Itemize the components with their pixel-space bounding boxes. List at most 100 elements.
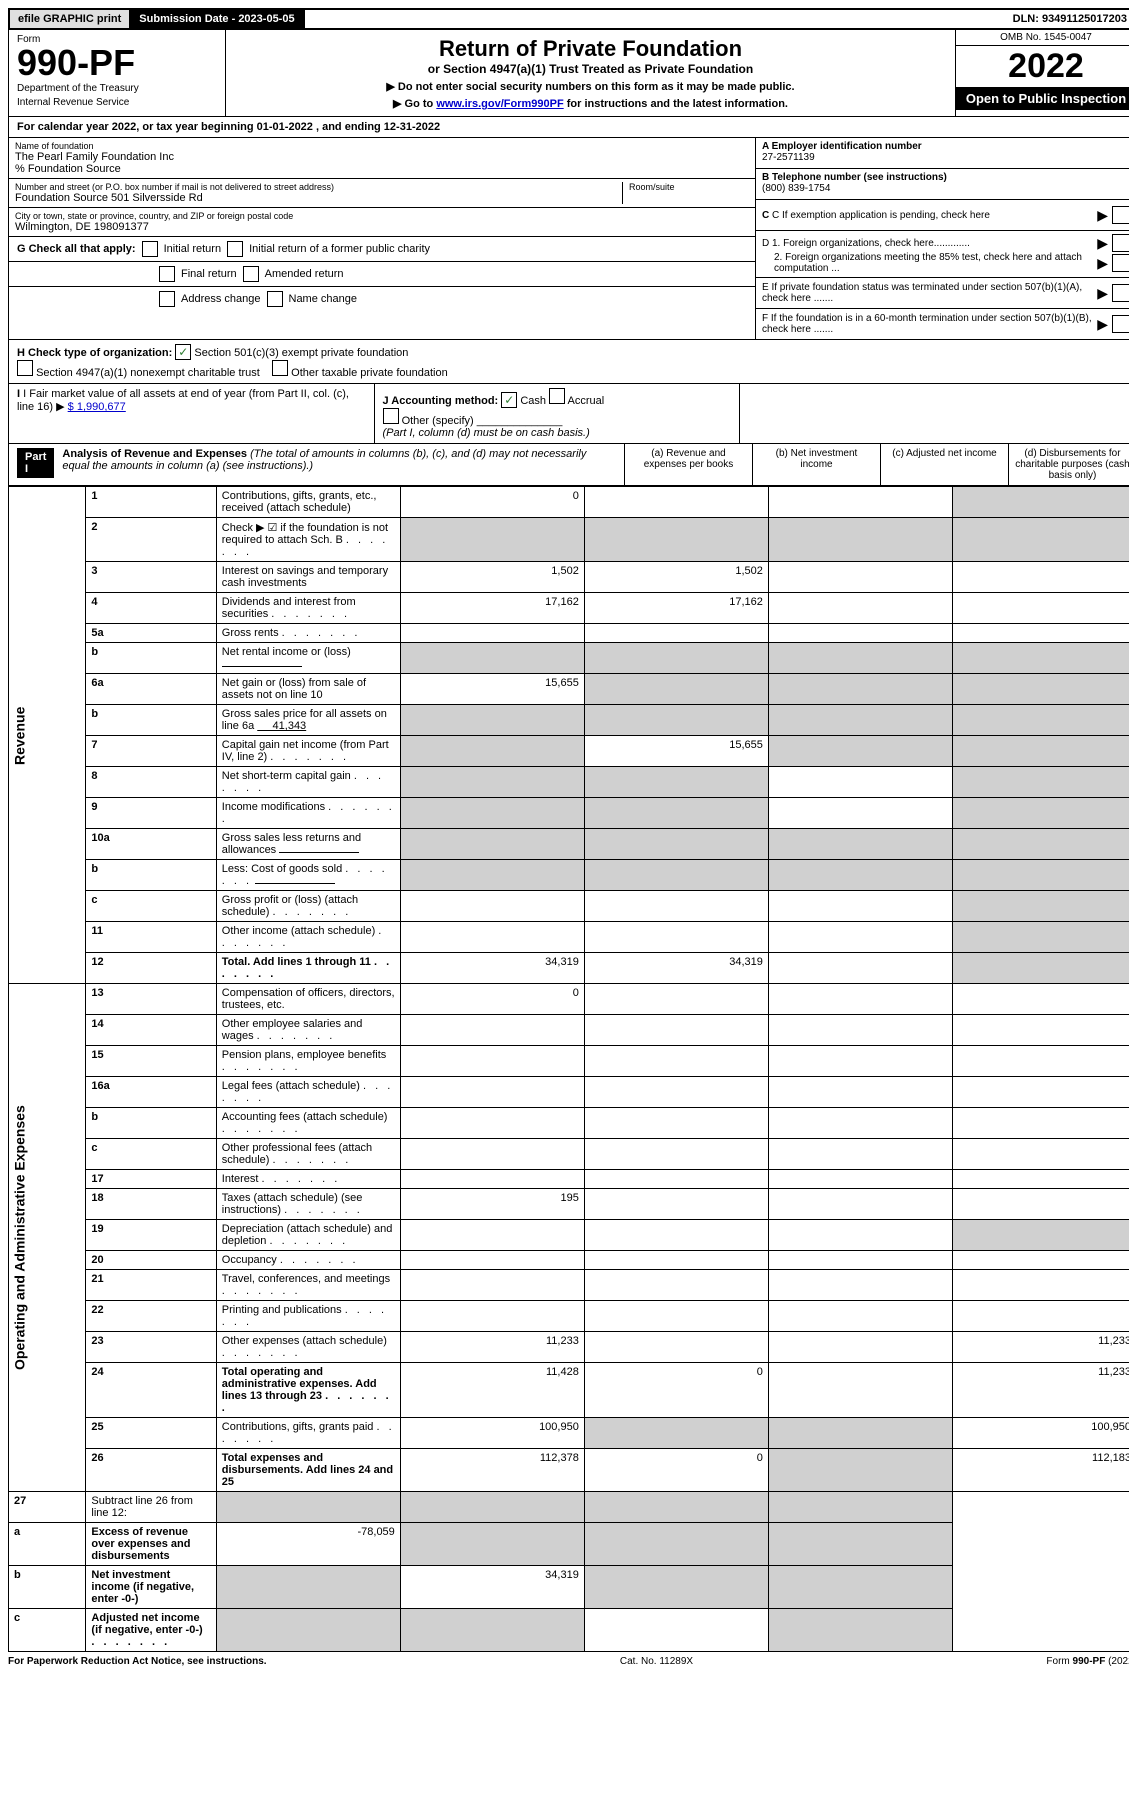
- table-cell: [768, 1015, 952, 1046]
- line-desc: Total. Add lines 1 through 11 . . . . . …: [216, 953, 400, 984]
- part1-header: Part I Analysis of Revenue and Expenses …: [8, 444, 1129, 486]
- table-cell: [584, 1332, 768, 1363]
- analysis-table: Revenue1Contributions, gifts, grants, et…: [8, 486, 1129, 1652]
- line-desc: Net gain or (loss) from sale of assets n…: [216, 674, 400, 705]
- line-desc: Net investment income (if negative, ente…: [86, 1566, 216, 1609]
- table-row: 18Taxes (attach schedule) (see instructi…: [9, 1189, 1129, 1220]
- line-desc: Dividends and interest from securities .…: [216, 593, 400, 624]
- phone-value: (800) 839-1754: [762, 183, 1129, 194]
- table-cell: [400, 922, 584, 953]
- chk-60mo-termination[interactable]: [1112, 315, 1129, 333]
- chk-other-method[interactable]: [383, 408, 399, 424]
- col-b-header: (b) Net investment income: [752, 444, 880, 485]
- chk-status-terminated[interactable]: [1112, 284, 1129, 302]
- table-cell: [768, 767, 952, 798]
- table-cell: [400, 1077, 584, 1108]
- dept-treasury: Department of the Treasury: [17, 83, 217, 95]
- table-row: 20Occupancy . . . . . . .: [9, 1251, 1129, 1270]
- table-cell: [216, 1492, 400, 1523]
- line-number: 19: [86, 1220, 216, 1251]
- ein-value: 27-2571139: [762, 152, 1129, 163]
- line-number: b: [86, 705, 216, 736]
- table-cell: 112,183: [952, 1449, 1129, 1492]
- chk-85pct-test[interactable]: [1112, 254, 1129, 272]
- table-cell: [768, 1363, 952, 1418]
- table-cell: [584, 1139, 768, 1170]
- chk-foreign-org[interactable]: [1112, 234, 1129, 252]
- table-cell: [584, 1566, 768, 1609]
- chk-exemption-pending[interactable]: [1112, 206, 1129, 224]
- table-row: 26Total expenses and disbursements. Add …: [9, 1449, 1129, 1492]
- chk-other-taxable[interactable]: [272, 360, 288, 376]
- table-row: 11Other income (attach schedule) . . . .…: [9, 922, 1129, 953]
- table-cell: [768, 953, 952, 984]
- line-number: 20: [86, 1251, 216, 1270]
- table-row: 19Depreciation (attach schedule) and dep…: [9, 1220, 1129, 1251]
- line-desc: Other professional fees (attach schedule…: [216, 1139, 400, 1170]
- table-cell: 1,502: [400, 562, 584, 593]
- part1-badge: Part I: [17, 448, 54, 478]
- line-desc: Income modifications . . . . . . .: [216, 798, 400, 829]
- line-desc: Adjusted net income (if negative, enter …: [86, 1609, 216, 1652]
- line-desc: Subtract line 26 from line 12:: [86, 1492, 216, 1523]
- line-number: 26: [86, 1449, 216, 1492]
- line-desc: Excess of revenue over expenses and disb…: [86, 1523, 216, 1566]
- table-cell: [400, 1220, 584, 1251]
- line-desc: Check ▶ ☑ if the foundation is not requi…: [216, 518, 400, 562]
- table-cell: [400, 1523, 584, 1566]
- tax-year: 2022: [956, 46, 1129, 87]
- chk-accrual[interactable]: [549, 388, 565, 404]
- chk-amended-return[interactable]: [243, 266, 259, 282]
- cat-no: Cat. No. 11289X: [620, 1656, 693, 1667]
- line-desc: Accounting fees (attach schedule) . . . …: [216, 1108, 400, 1139]
- irs-link[interactable]: www.irs.gov/Form990PF: [436, 98, 563, 110]
- table-cell: [584, 487, 768, 518]
- chk-501c3[interactable]: [175, 344, 191, 360]
- chk-name-change[interactable]: [267, 291, 283, 307]
- chk-cash[interactable]: [501, 392, 517, 408]
- chk-initial-return[interactable]: [142, 241, 158, 257]
- chk-4947a1[interactable]: [17, 360, 33, 376]
- line-desc: Pension plans, employee benefits . . . .…: [216, 1046, 400, 1077]
- table-cell: [952, 1170, 1129, 1189]
- table-cell: [952, 736, 1129, 767]
- line-number: b: [86, 1108, 216, 1139]
- table-cell: [768, 984, 952, 1015]
- table-cell: [952, 674, 1129, 705]
- table-cell: [400, 518, 584, 562]
- efile-print-button[interactable]: efile GRAPHIC print: [10, 10, 131, 28]
- line-number: 18: [86, 1189, 216, 1220]
- chk-final-return[interactable]: [159, 266, 175, 282]
- table-cell: [768, 1418, 952, 1449]
- table-row: 21Travel, conferences, and meetings . . …: [9, 1270, 1129, 1301]
- chk-initial-former[interactable]: [227, 241, 243, 257]
- table-cell: [768, 562, 952, 593]
- line-desc: Total expenses and disbursements. Add li…: [216, 1449, 400, 1492]
- table-cell: [768, 1077, 952, 1108]
- table-cell: [400, 1251, 584, 1270]
- d1-label: D 1. Foreign organizations, check here..…: [762, 238, 1093, 249]
- table-cell: 0: [400, 487, 584, 518]
- table-cell: [768, 518, 952, 562]
- table-cell: [952, 829, 1129, 860]
- table-cell: 112,378: [400, 1449, 584, 1492]
- city-label: City or town, state or province, country…: [15, 211, 749, 221]
- table-cell: [400, 1015, 584, 1046]
- table-cell: 100,950: [952, 1418, 1129, 1449]
- table-row: 2Check ▶ ☑ if the foundation is not requ…: [9, 518, 1129, 562]
- submission-date: Submission Date - 2023-05-05: [131, 10, 304, 28]
- table-cell: [952, 798, 1129, 829]
- form-header: Form 990-PF Department of the Treasury I…: [8, 30, 1129, 117]
- top-bar: efile GRAPHIC print Submission Date - 20…: [8, 8, 1129, 30]
- chk-address-change[interactable]: [159, 291, 175, 307]
- table-cell: [584, 1108, 768, 1139]
- table-cell: [400, 829, 584, 860]
- table-row: bNet rental income or (loss): [9, 643, 1129, 674]
- section-label: Operating and Administrative Expenses: [9, 984, 86, 1492]
- table-cell: [768, 487, 952, 518]
- fmv-value[interactable]: $ 1,990,677: [68, 401, 126, 413]
- table-cell: 0: [400, 984, 584, 1015]
- line-desc: Interest on savings and temporary cash i…: [216, 562, 400, 593]
- table-cell: [768, 1108, 952, 1139]
- table-cell: [952, 643, 1129, 674]
